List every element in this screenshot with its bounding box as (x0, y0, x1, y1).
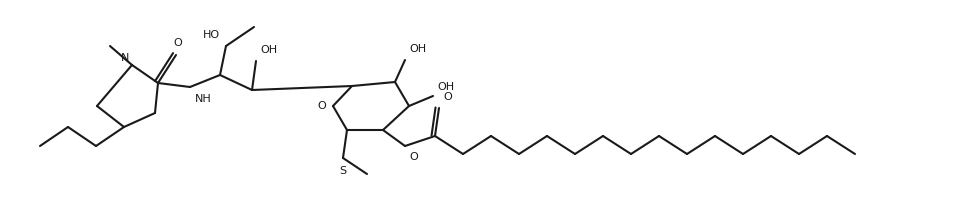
Text: O: O (317, 101, 326, 111)
Text: O: O (408, 152, 417, 162)
Text: O: O (442, 92, 452, 102)
Text: N: N (120, 53, 129, 63)
Text: OH: OH (259, 45, 277, 55)
Text: O: O (173, 38, 183, 48)
Text: NH: NH (195, 94, 211, 104)
Text: HO: HO (203, 30, 220, 40)
Text: S: S (339, 166, 346, 176)
Text: OH: OH (408, 44, 426, 54)
Text: OH: OH (436, 82, 454, 92)
